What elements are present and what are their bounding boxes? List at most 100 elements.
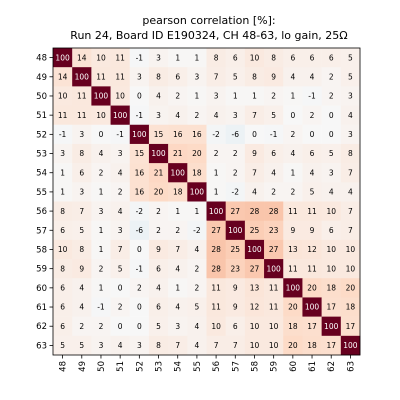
heatmap-cell	[321, 163, 342, 183]
heatmap-cell	[283, 182, 303, 202]
cell-value-label: 2	[99, 264, 104, 273]
heatmap-cell	[53, 259, 73, 279]
heatmap-cell	[110, 239, 131, 260]
cell-value-label: 4	[175, 303, 180, 312]
cell-value-label: 15	[135, 149, 145, 158]
cell-value-label: 4	[79, 303, 84, 312]
heatmap-cell	[206, 48, 226, 68]
heatmap-cell	[72, 335, 92, 356]
cell-value-label: 0	[99, 130, 104, 139]
heatmap-cell	[129, 105, 150, 126]
heatmap-cell	[129, 259, 150, 279]
cell-value-label: 12	[307, 245, 317, 254]
heatmap-cell	[187, 48, 207, 68]
heatmap-cell	[53, 48, 73, 68]
heatmap-cell	[91, 220, 111, 241]
cell-value-label: 10	[58, 245, 68, 254]
cell-value-label: 8	[79, 245, 84, 254]
heatmap-cell	[302, 316, 322, 337]
cell-value-label: 25	[250, 226, 260, 235]
cell-value-label: 1	[252, 92, 257, 101]
cell-value-label: 18	[288, 322, 298, 331]
cell-value-label: 17	[346, 322, 356, 331]
heatmap-cell	[168, 105, 188, 126]
heatmap-cell	[72, 316, 92, 337]
heatmap-cell	[244, 316, 265, 337]
heatmap-cell	[110, 335, 131, 356]
heatmap-cell	[206, 86, 226, 106]
x-tick-label: 59	[270, 361, 280, 372]
cell-value-label: 2	[118, 303, 123, 312]
cell-value-label: 7	[233, 341, 238, 350]
cell-value-label: 7	[79, 207, 84, 216]
cell-value-label: 9	[156, 245, 161, 254]
heatmap-cell	[129, 67, 150, 87]
cell-value-label: -1	[116, 130, 124, 139]
heatmap-cell	[244, 163, 265, 183]
x-tick-label: 50	[97, 361, 107, 372]
heatmap-cell	[91, 278, 111, 298]
heatmap-cell	[321, 201, 342, 221]
cell-value-label: 23	[231, 264, 241, 273]
heatmap-cell	[302, 335, 322, 356]
heatmap-cell	[129, 201, 150, 221]
cell-value-label: 7	[214, 72, 219, 81]
cell-value-label: 100	[209, 207, 224, 216]
cell-value-label: 1	[175, 53, 180, 62]
heatmap-cell	[264, 48, 284, 68]
heatmap-cell	[187, 316, 207, 337]
x-tick-label: 54	[174, 361, 184, 372]
heatmap-cell	[72, 239, 92, 260]
heatmap-cell	[129, 182, 150, 202]
heatmap-cell	[148, 239, 169, 260]
cell-value-label: 6	[271, 149, 276, 158]
cell-value-label: 0	[137, 92, 142, 101]
cell-value-label: 1	[290, 92, 295, 101]
heatmap-cell	[72, 163, 92, 183]
heatmap-cell	[283, 105, 303, 126]
heatmap-cell	[283, 220, 303, 241]
cell-value-label: 100	[55, 53, 70, 62]
heatmap-cell	[225, 105, 246, 126]
y-tick-label: 49	[36, 73, 47, 83]
heatmap-cell	[53, 143, 73, 164]
heatmap-cell	[225, 316, 246, 337]
cell-value-label: 11	[269, 284, 279, 293]
cell-value-label: 1	[99, 226, 104, 235]
cell-value-label: 10	[96, 111, 106, 120]
cell-value-label: 9	[252, 149, 257, 158]
cell-value-label: 11	[211, 303, 221, 312]
cell-value-label: 7	[118, 245, 123, 254]
cell-value-label: 3	[233, 111, 238, 120]
heatmap-cell	[53, 201, 73, 221]
heatmap-cell	[148, 48, 169, 68]
cell-value-label: 5	[348, 72, 353, 81]
cell-value-label: 14	[58, 72, 68, 81]
cell-value-label: 6	[79, 168, 84, 177]
heatmap-cells	[53, 48, 361, 356]
cell-value-label: 1	[99, 284, 104, 293]
heatmap-cell	[244, 124, 265, 145]
heatmap-cell	[340, 163, 361, 183]
heatmap-cell	[129, 48, 150, 68]
heatmap-cell	[283, 278, 303, 298]
heatmap-cell	[340, 182, 361, 202]
heatmap-cell	[283, 86, 303, 106]
heatmap-cell	[110, 259, 131, 279]
cell-value-label: 5	[118, 264, 123, 273]
cell-value-label: 6	[233, 53, 238, 62]
heatmap-cell	[91, 105, 111, 126]
heatmap-cell	[264, 163, 284, 183]
cell-value-label: 10	[326, 264, 336, 273]
cell-value-label: 1	[175, 284, 180, 293]
heatmap-cell	[340, 278, 361, 298]
cell-value-label: 6	[60, 303, 65, 312]
heatmap-cell	[340, 143, 361, 164]
cell-value-label: 7	[175, 341, 180, 350]
x-tick-label: 60	[289, 361, 299, 372]
cell-value-label: 12	[250, 303, 260, 312]
heatmap-cell	[264, 124, 284, 145]
heatmap-cell	[321, 48, 342, 68]
cell-value-label: 4	[195, 322, 200, 331]
heatmap-cell	[72, 124, 92, 145]
